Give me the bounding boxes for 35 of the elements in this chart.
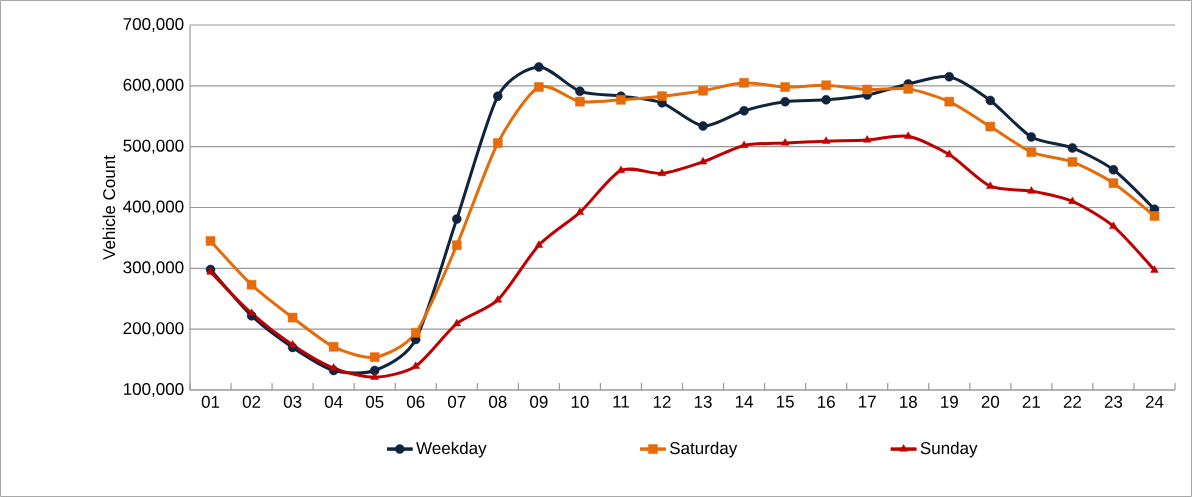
x-tick-label: 22 <box>1063 395 1081 408</box>
legend-label: Saturday <box>670 441 738 458</box>
x-tick-label: 17 <box>859 395 876 408</box>
x-tick-label: 02 <box>242 395 261 408</box>
x-tick-label: 08 <box>489 395 507 408</box>
y-tick-label: 700,000 <box>123 17 184 33</box>
y-tick-label: 100,000 <box>124 382 184 398</box>
y-tick-label: 200,000 <box>123 322 184 337</box>
x-tick-label: 12 <box>653 395 671 408</box>
x-tick-label: 13 <box>694 395 712 408</box>
x-tick-label: 05 <box>365 395 384 408</box>
x-tick-label: 24 <box>1145 395 1164 408</box>
y-axis-title: Vehicle Count <box>102 155 116 260</box>
x-tick-label: 03 <box>283 395 302 408</box>
x-tick-label: 21 <box>1022 395 1040 408</box>
y-tick-label: 600,000 <box>123 78 184 93</box>
x-tick-label: 16 <box>817 395 835 408</box>
x-tick-label: 09 <box>530 395 548 408</box>
y-tick-label: 400,000 <box>123 200 184 215</box>
x-tick-label: 11 <box>613 395 629 408</box>
legend-label: Sunday <box>920 441 978 458</box>
x-tick-label: 14 <box>735 395 754 408</box>
x-tick-label: 06 <box>406 395 425 408</box>
x-tick-label: 01 <box>201 395 220 408</box>
x-tick-label: 15 <box>776 395 794 408</box>
y-tick-label: 300,000 <box>123 261 184 276</box>
legend-label: Weekday <box>416 441 487 458</box>
x-tick-label: 19 <box>941 395 958 408</box>
x-tick-label: 18 <box>900 395 917 408</box>
y-tick-label: 500,000 <box>123 139 184 154</box>
x-tick-label: 23 <box>1104 395 1123 408</box>
x-tick-label: 04 <box>324 395 343 408</box>
x-tick-label: 10 <box>571 395 589 408</box>
x-tick-label: 07 <box>447 395 466 408</box>
x-tick-label: 20 <box>981 395 1000 408</box>
